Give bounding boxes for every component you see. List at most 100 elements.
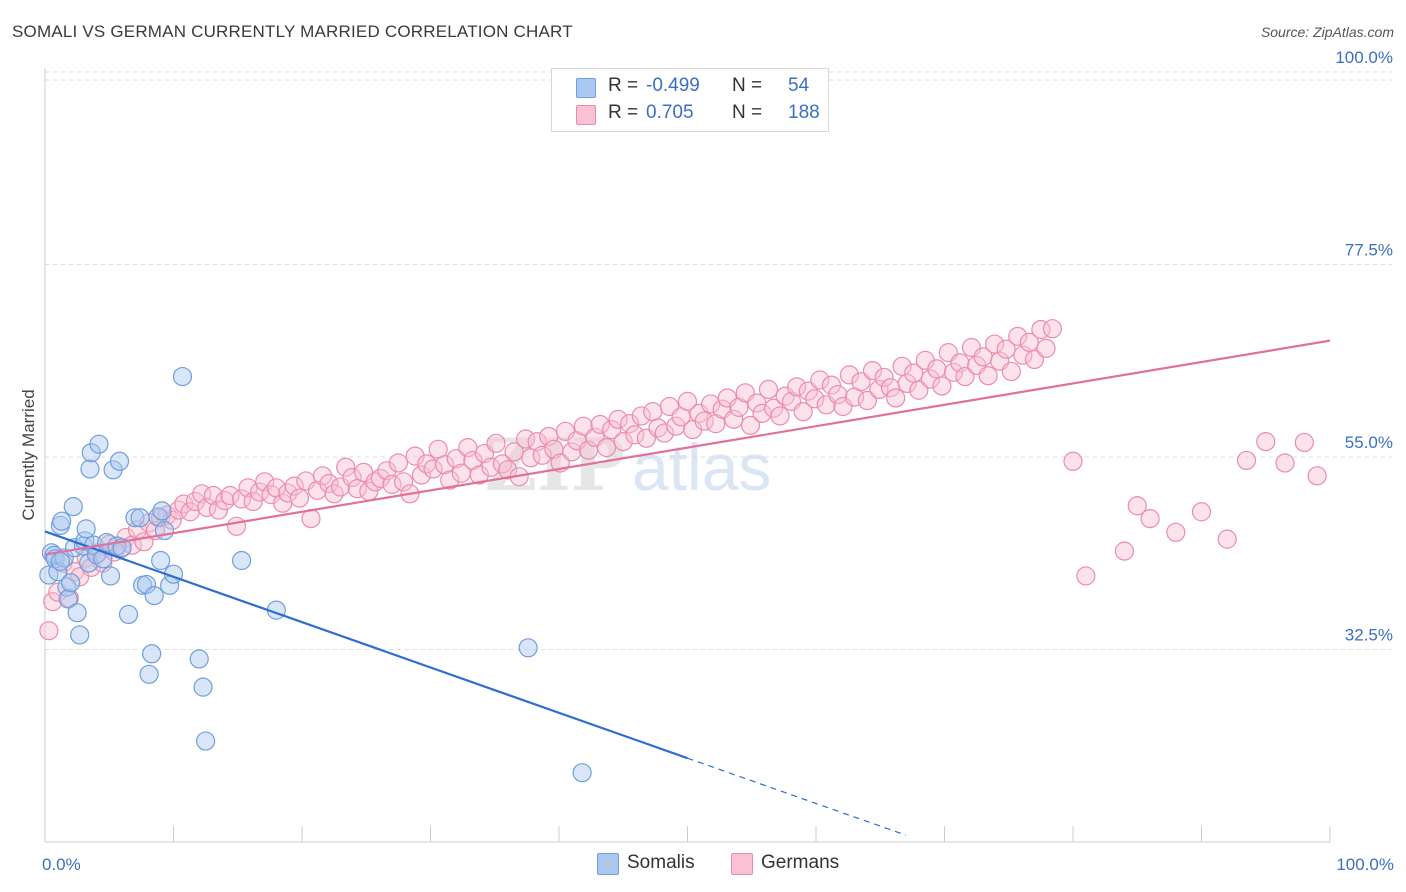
somalis-point-13 [67,603,87,623]
germans-point-149 [897,373,917,394]
somalis-point-47 [193,677,213,697]
somalis-point-9 [58,589,78,609]
somalis-point-46 [189,649,209,669]
germans-point-142 [857,390,878,411]
somalis-point-48 [196,731,216,751]
chart-title: SOMALI VS GERMAN CURRENTLY MARRIED CORRE… [12,22,573,41]
somalis-point-42 [154,520,175,541]
germans-point-164 [985,334,1005,354]
germans-point-0 [39,621,59,641]
germans-point-183 [1256,432,1276,452]
germans-point-78 [486,433,506,453]
germans-point-91 [562,442,582,462]
x-tick-labels: 0.0% 100.0% [42,855,1394,874]
germans-point-53 [342,467,362,488]
germans-n-label: N = [732,102,763,123]
germans-point-127 [770,406,790,426]
germans-point-60 [382,474,402,494]
somalis-swatch [576,78,596,98]
germans-point-171 [1024,349,1045,370]
germans-point-111 [677,391,698,411]
y-tick-label-0: 32.5% [1345,626,1393,645]
germans-point-102 [625,425,645,445]
legend-row-somalis: R = -0.499 N = 54 [552,73,828,101]
somalis-point-40 [151,550,171,571]
germans-point-43 [284,476,304,496]
y-axis-label: Currently Married [19,389,38,520]
germans-point-148 [892,356,912,376]
germans-point-184 [1275,453,1295,473]
germans-points [39,319,1327,641]
germans-point-107 [654,423,674,443]
somalis-n-label: N = [732,75,763,96]
watermark: ZIP atlas [485,422,772,507]
source-label: Source: ZipAtlas.com [1260,24,1394,40]
somalis-points [39,366,592,783]
germans-point-163 [978,366,998,386]
somalis-point-29 [109,451,130,471]
germans-point-61 [388,453,408,473]
germans-point-86 [532,445,552,465]
germans-point-69 [435,455,455,475]
somalis-r-value: -0.499 [646,75,700,96]
germans-point-178 [1140,508,1160,529]
germans-point-136 [821,375,842,395]
germans-point-154 [927,359,947,379]
germans-point-153 [920,369,940,389]
germans-point-31 [215,491,235,511]
germans-point-80 [498,460,518,480]
germans-point-134 [810,370,830,390]
germans-point-93 [573,416,594,436]
germans-point-84 [521,448,541,468]
y-tick-labels: 32.5% 55.0% 77.5% 100.0% [1335,48,1393,645]
germans-point-103 [631,406,651,426]
somalis-point-10 [61,573,81,593]
germans-point-126 [763,398,784,418]
germans-point-132 [798,381,818,401]
germans-point-58 [370,468,390,488]
germans-point-157 [943,362,964,382]
somalis-point-33 [130,508,150,528]
somalis-r-label: R = [608,75,639,96]
germans-point-75 [469,465,489,485]
germans-point-26 [185,491,205,512]
germans-n-value: 188 [788,102,820,123]
germans-point-30 [208,500,229,520]
somalis-point-51 [518,638,538,658]
germans-point-79 [492,454,513,474]
germans-point-125 [758,379,779,400]
germans-point-34 [232,489,252,509]
germans-point-187 [1127,496,1147,516]
germans-point-64 [405,446,425,466]
germans-point-99 [608,409,628,429]
germans-point-96 [590,414,610,435]
germans-point-175 [1063,451,1083,471]
legend-somalis-swatch [597,853,619,875]
germans-point-114 [694,411,714,431]
germans-trend-line [44,339,1331,556]
germans-point-100 [613,432,633,452]
germans-swatch [576,105,596,125]
germans-point-170 [1019,332,1039,352]
somalis-point-38 [144,585,164,606]
somalis-point-32 [125,508,145,528]
germans-point-137 [828,384,848,405]
germans-point-115 [701,394,721,414]
y-tick-label-3: 100.0% [1335,48,1393,67]
germans-point-130 [787,377,807,397]
germans-point-133 [805,389,825,409]
germans-point-101 [620,414,640,434]
somalis-point-41 [152,501,172,521]
somalis-point-6 [52,511,72,531]
trend-lines [44,339,1331,836]
germans-point-143 [862,360,883,381]
germans-point-150 [904,363,924,383]
germans-point-65 [411,465,432,485]
germans-point-49 [319,473,339,494]
somalis-point-53 [50,551,71,571]
germans-point-98 [602,420,622,440]
germans-point-180 [1191,502,1212,522]
germans-point-77 [481,457,501,477]
germans-r-label: R = [608,102,639,123]
somalis-point-49 [232,550,252,571]
